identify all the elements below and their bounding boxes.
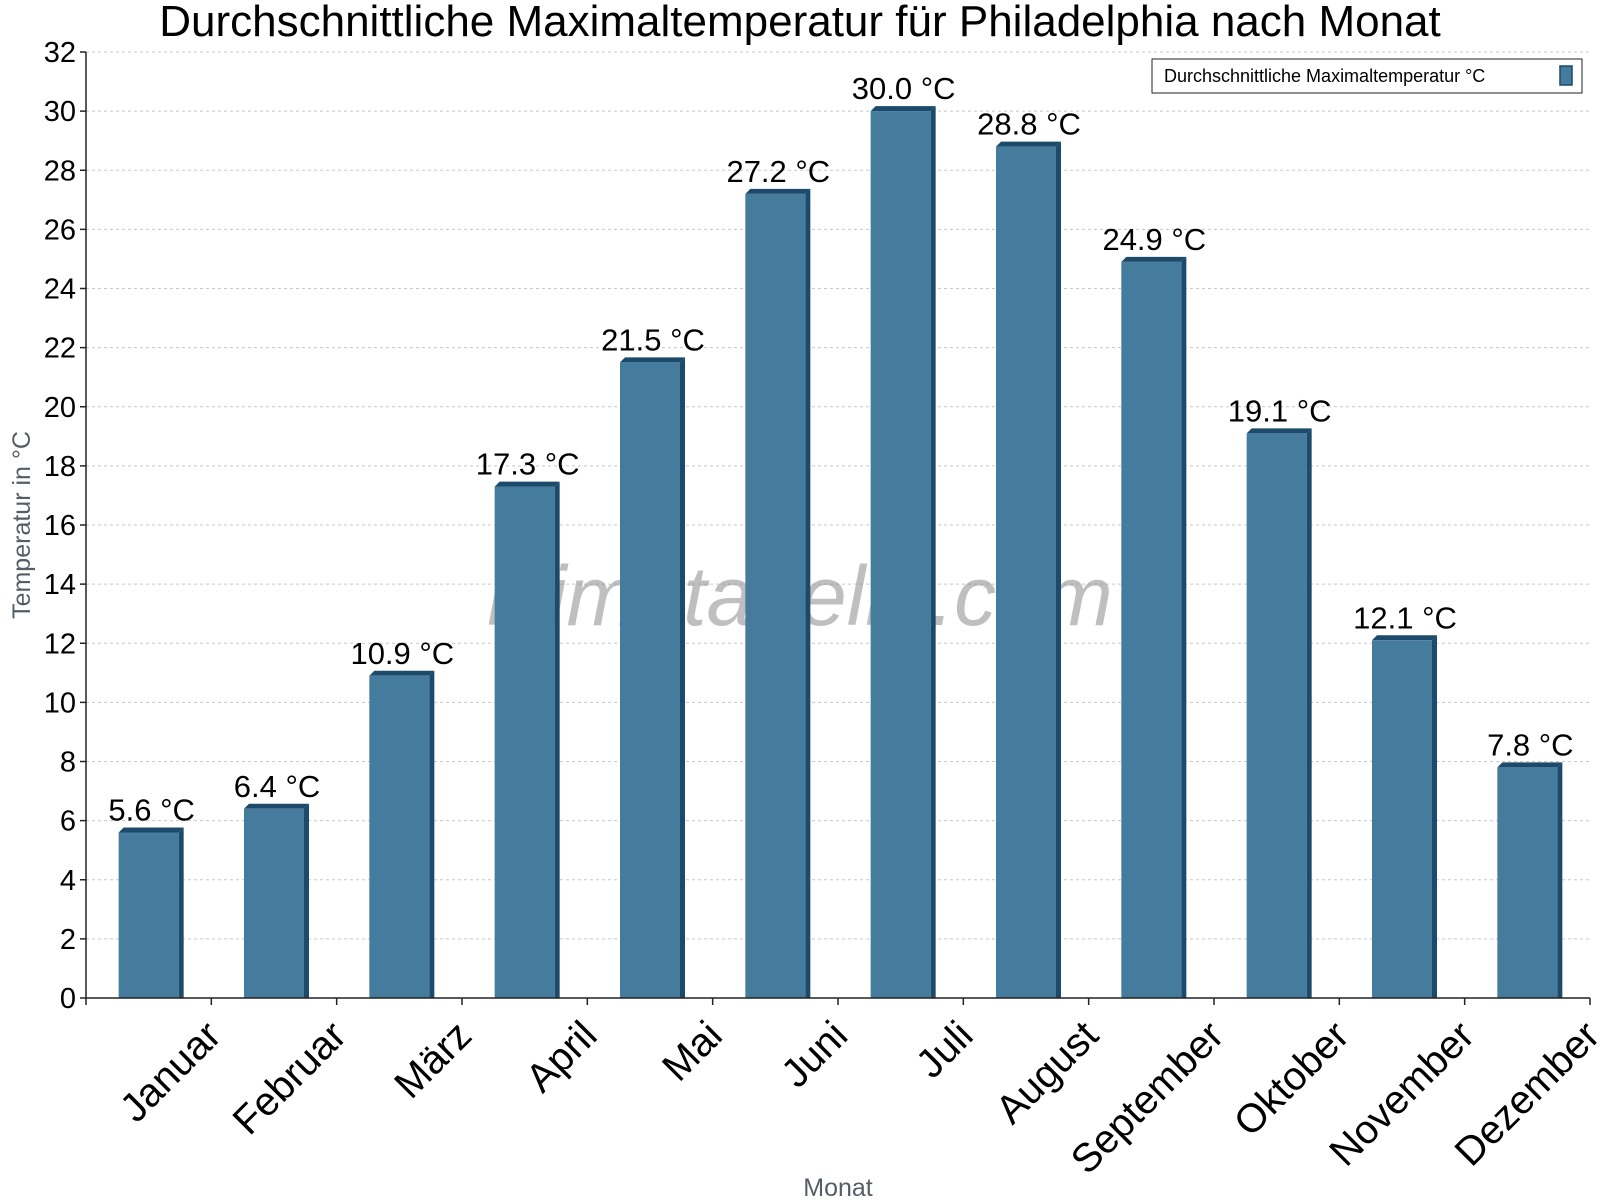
chart-title: Durchschnittliche Maximaltemperatur für … — [159, 0, 1441, 46]
x-tick-label: April — [518, 1013, 606, 1101]
x-tick-label: März — [386, 1013, 480, 1107]
y-axis-label: Temperatur in °C — [8, 431, 36, 619]
legend: Durchschnittliche Maximaltemperatur °C — [1151, 58, 1583, 94]
bar — [118, 832, 179, 998]
legend-swatch — [1559, 65, 1573, 86]
x-tick-label: Januar — [112, 1013, 230, 1131]
y-tick-label: 14 — [44, 569, 76, 601]
bar-side — [1432, 635, 1437, 998]
data-label: 12.1 °C — [1353, 600, 1457, 635]
data-labels: 5.6 °C 6.4 °C 10.9 °C 17.3 °C 21.5 °C 27.2 °C… — [108, 71, 1573, 827]
bar — [494, 486, 555, 998]
y-tick-label: 6 — [60, 806, 76, 838]
bar-side — [1056, 141, 1061, 999]
legend-label: Durchschnittliche Maximaltemperatur °C — [1164, 66, 1485, 86]
x-tick-label: Mai — [654, 1013, 731, 1090]
bar-side — [1306, 428, 1312, 998]
y-tick-label: 30 — [44, 96, 76, 128]
legend-box — [1151, 58, 1583, 94]
bar-side — [680, 357, 685, 998]
data-label: 19.1 °C — [1228, 393, 1332, 428]
data-label: 28.8 °C — [977, 107, 1081, 142]
x-tick-label: Oktober — [1226, 1013, 1358, 1145]
bar — [1246, 433, 1307, 998]
data-label: 10.9 °C — [350, 636, 454, 671]
data-label: 7.8 °C — [1487, 727, 1574, 762]
y-tick-label: 28 — [44, 155, 76, 187]
bar-side — [178, 827, 184, 998]
grid — [86, 51, 1590, 940]
y-tick-label: 0 — [60, 983, 76, 1015]
y-tick-label: 24 — [44, 274, 76, 306]
bar — [369, 675, 430, 998]
y-tick-label: 4 — [60, 865, 76, 897]
x-tick-label: Juni — [773, 1013, 856, 1096]
data-label: 30.0 °C — [852, 71, 956, 106]
y-tick-label: 18 — [44, 451, 76, 483]
bar — [870, 111, 931, 998]
bar — [1372, 640, 1432, 998]
bar-top — [745, 188, 811, 194]
bar-top — [870, 106, 936, 112]
y-tick-label: 8 — [60, 747, 76, 779]
y-tick-label: 10 — [44, 687, 76, 719]
bar-top — [244, 803, 309, 809]
bar-side — [304, 803, 309, 998]
y-tick-label: 32 — [44, 37, 76, 69]
x-tick-label: Juli — [908, 1013, 982, 1087]
data-label: 27.2 °C — [726, 154, 830, 189]
bar-side — [805, 188, 811, 998]
bar-top — [620, 357, 685, 363]
y-tick-label: 26 — [44, 214, 76, 246]
bar — [996, 146, 1056, 999]
bar-side — [1557, 762, 1563, 998]
bar — [244, 808, 304, 998]
data-label: 24.9 °C — [1102, 222, 1206, 257]
bar-side — [1181, 256, 1187, 998]
bar-top — [369, 670, 435, 676]
x-tick-label: Februar — [225, 1013, 355, 1143]
bar-side — [554, 481, 560, 999]
data-label: 17.3 °C — [476, 447, 580, 482]
bar-top — [1372, 635, 1437, 641]
bar-side — [429, 670, 435, 998]
bar — [620, 362, 680, 998]
bar-top — [494, 481, 560, 487]
bar — [1497, 767, 1558, 998]
bar-top — [1121, 256, 1187, 262]
bar-top — [996, 141, 1061, 147]
x-axis-label: Monat — [803, 1174, 873, 1200]
y-tick-label: 22 — [44, 333, 76, 365]
bars — [118, 106, 1563, 999]
y-tick-label: 2 — [60, 924, 76, 956]
y-tick-label: 12 — [44, 628, 76, 660]
bar — [1121, 261, 1182, 998]
data-label: 5.6 °C — [108, 792, 195, 827]
y-tick-label: 16 — [44, 510, 76, 542]
data-label: 6.4 °C — [234, 769, 321, 804]
y-tick-label: 20 — [44, 392, 76, 424]
bar-top — [118, 827, 184, 833]
data-label: 21.5 °C — [601, 322, 705, 357]
bar-top — [1497, 762, 1563, 768]
bar-top — [1246, 428, 1312, 434]
x-tick-label: August — [988, 1013, 1107, 1132]
bar-side — [930, 106, 936, 998]
bar — [745, 193, 806, 998]
